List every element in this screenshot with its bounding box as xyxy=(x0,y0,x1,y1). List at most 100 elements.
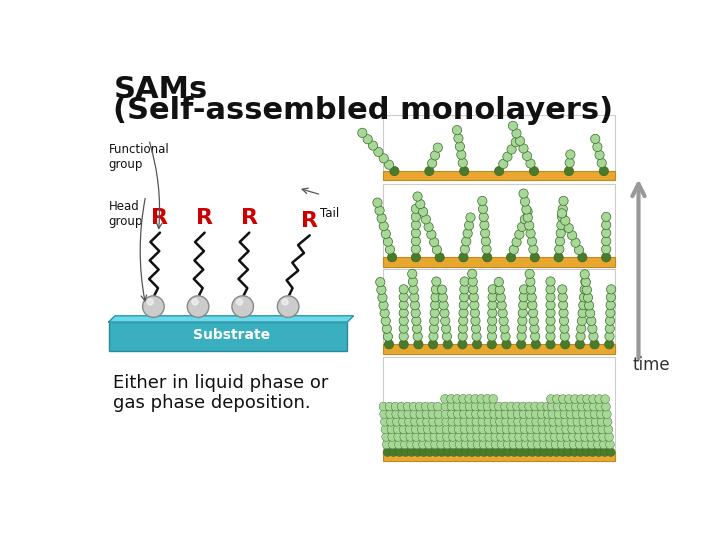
Circle shape xyxy=(539,433,548,441)
Circle shape xyxy=(477,402,486,411)
Circle shape xyxy=(593,433,601,441)
Circle shape xyxy=(546,300,555,309)
Circle shape xyxy=(464,221,474,230)
Circle shape xyxy=(502,425,511,434)
Circle shape xyxy=(519,410,528,418)
Circle shape xyxy=(537,402,546,411)
Circle shape xyxy=(554,245,564,254)
Circle shape xyxy=(485,433,494,441)
Circle shape xyxy=(537,410,546,418)
Circle shape xyxy=(459,316,468,326)
Circle shape xyxy=(512,129,521,138)
Circle shape xyxy=(567,231,577,240)
Circle shape xyxy=(490,410,498,418)
Circle shape xyxy=(579,417,588,426)
Circle shape xyxy=(568,425,577,434)
Circle shape xyxy=(459,253,468,262)
Bar xyxy=(383,184,616,267)
Circle shape xyxy=(577,324,586,333)
Text: Head
group: Head group xyxy=(109,200,143,227)
Circle shape xyxy=(562,425,570,434)
Circle shape xyxy=(546,440,554,449)
Circle shape xyxy=(443,340,452,349)
Circle shape xyxy=(514,425,523,434)
Circle shape xyxy=(518,308,528,318)
Circle shape xyxy=(485,440,494,449)
Circle shape xyxy=(458,332,467,341)
Circle shape xyxy=(429,332,438,341)
Circle shape xyxy=(430,316,439,326)
Circle shape xyxy=(506,253,516,262)
Text: Functional
group: Functional group xyxy=(109,143,169,171)
Circle shape xyxy=(582,285,592,294)
Circle shape xyxy=(521,215,529,224)
Circle shape xyxy=(460,425,469,434)
Circle shape xyxy=(410,410,419,418)
Circle shape xyxy=(469,293,479,302)
Circle shape xyxy=(583,293,593,302)
Circle shape xyxy=(598,425,607,434)
Circle shape xyxy=(543,402,552,411)
Circle shape xyxy=(490,417,499,426)
Circle shape xyxy=(449,425,457,434)
Circle shape xyxy=(503,152,512,161)
Circle shape xyxy=(465,402,474,411)
Circle shape xyxy=(467,425,475,434)
Circle shape xyxy=(443,433,451,441)
Circle shape xyxy=(482,253,492,262)
Circle shape xyxy=(559,316,569,326)
Circle shape xyxy=(522,205,531,214)
Circle shape xyxy=(483,402,492,411)
Text: R: R xyxy=(196,208,213,228)
Text: Tail: Tail xyxy=(320,207,339,220)
Circle shape xyxy=(411,245,420,254)
Circle shape xyxy=(490,425,499,434)
Circle shape xyxy=(477,410,487,418)
Circle shape xyxy=(504,448,513,456)
Circle shape xyxy=(514,417,523,426)
Circle shape xyxy=(576,332,585,341)
Circle shape xyxy=(468,277,477,286)
Circle shape xyxy=(513,402,521,411)
Circle shape xyxy=(442,417,451,426)
Circle shape xyxy=(453,402,462,411)
Circle shape xyxy=(546,277,555,286)
Circle shape xyxy=(497,433,505,441)
Text: SAMs: SAMs xyxy=(113,75,207,104)
Circle shape xyxy=(507,402,516,411)
Circle shape xyxy=(395,448,404,456)
Circle shape xyxy=(531,402,539,411)
Circle shape xyxy=(567,417,576,426)
Circle shape xyxy=(460,285,469,294)
Circle shape xyxy=(606,324,614,333)
Bar xyxy=(109,322,348,351)
Circle shape xyxy=(399,285,408,294)
Circle shape xyxy=(496,293,505,302)
Circle shape xyxy=(428,159,437,168)
Circle shape xyxy=(559,324,569,333)
Circle shape xyxy=(460,417,469,426)
Circle shape xyxy=(546,285,555,294)
Circle shape xyxy=(575,440,584,449)
Circle shape xyxy=(440,308,449,318)
Circle shape xyxy=(471,394,480,403)
Circle shape xyxy=(358,128,367,138)
Circle shape xyxy=(521,440,530,449)
Circle shape xyxy=(462,448,470,456)
Circle shape xyxy=(431,448,440,456)
Circle shape xyxy=(411,253,420,262)
Circle shape xyxy=(495,166,504,176)
Circle shape xyxy=(564,166,574,176)
Circle shape xyxy=(412,316,421,326)
Circle shape xyxy=(605,433,613,441)
Circle shape xyxy=(387,425,396,434)
Circle shape xyxy=(540,448,549,456)
Circle shape xyxy=(389,448,398,456)
Circle shape xyxy=(522,448,531,456)
Circle shape xyxy=(595,395,603,403)
Circle shape xyxy=(596,410,605,418)
Circle shape xyxy=(513,410,522,418)
Circle shape xyxy=(601,237,611,246)
Circle shape xyxy=(413,192,422,201)
Circle shape xyxy=(560,410,569,418)
